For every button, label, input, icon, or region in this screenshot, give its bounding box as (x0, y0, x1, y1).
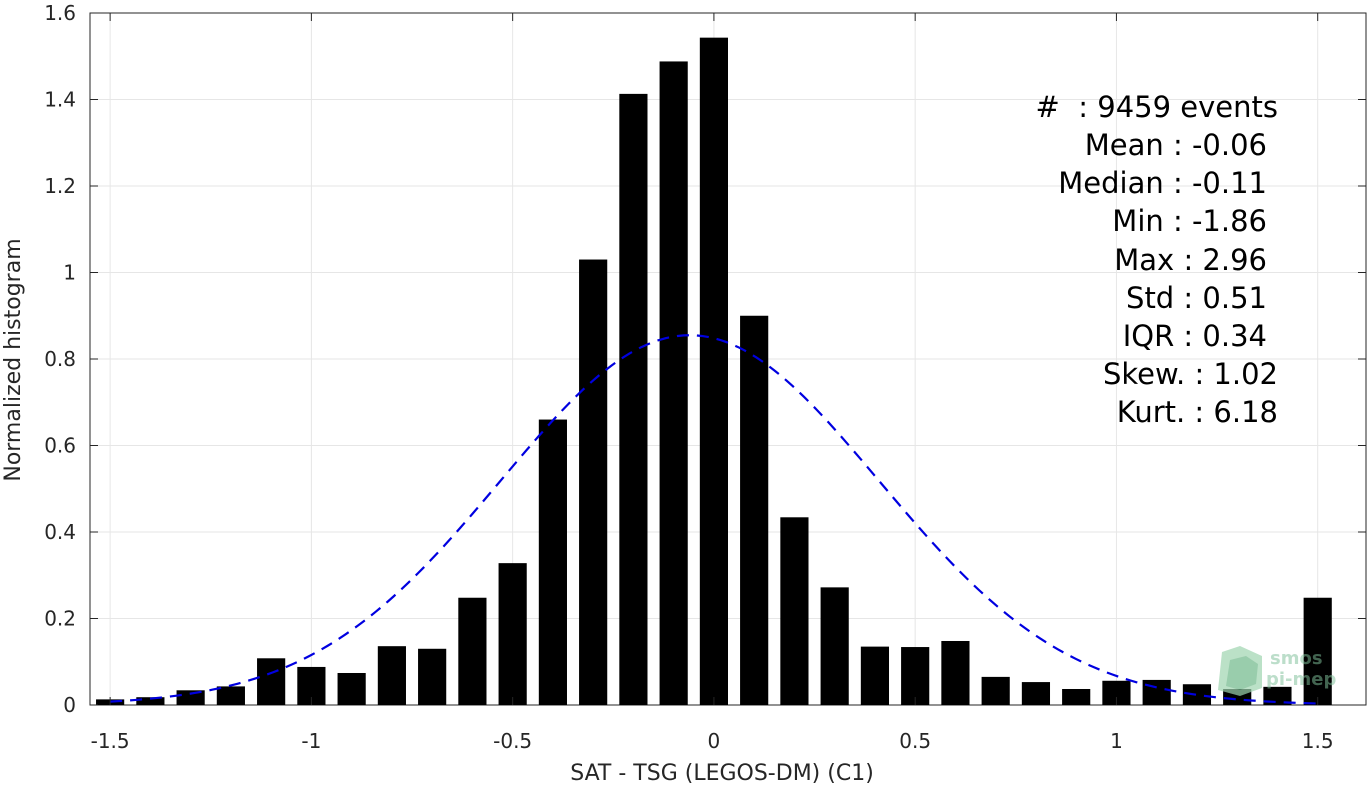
x-axis-ticks: -1.5 -1 -0.5 0 0.5 1 1.5 (91, 13, 1334, 753)
stat-skew: Skew. : 1.02 (1103, 357, 1278, 391)
y-tick-label: 1 (63, 261, 76, 285)
histogram-bars (96, 37, 1332, 705)
y-tick-label: 0.8 (44, 347, 76, 371)
logo-text-line1: smos (1270, 648, 1323, 669)
y-axis-label: Normalized histogram (1, 238, 26, 481)
histogram-bar (377, 646, 406, 705)
x-tick-label: -1 (301, 729, 321, 753)
stats-box: # : 9459 events Mean : -0.06 Median : -0… (1036, 90, 1278, 429)
histogram-bar (941, 640, 970, 705)
histogram-bar (498, 563, 527, 705)
stat-kurt: Kurt. : 6.18 (1117, 395, 1278, 429)
histogram-bar (418, 648, 447, 705)
y-tick-label: 0.6 (44, 434, 76, 458)
histogram-bar (337, 672, 366, 705)
stat-median: Median : -0.11 (1058, 166, 1267, 200)
x-tick-label: -1.5 (91, 729, 130, 753)
histogram-bar (136, 697, 165, 705)
x-tick-label: 1 (1110, 729, 1123, 753)
histogram-bar (1062, 688, 1091, 705)
x-tick-label: -0.5 (493, 729, 532, 753)
x-tick-label: 1.5 (1302, 729, 1334, 753)
logo-mark-inner-icon (1226, 656, 1258, 690)
y-tick-label: 1.2 (44, 174, 76, 198)
histogram-bar (257, 658, 286, 705)
x-axis-label: SAT - TSG (LEGOS-DM) (C1) (570, 761, 874, 785)
y-tick-label: 0 (63, 693, 76, 717)
stat-max: Max : 2.96 (1114, 243, 1267, 277)
x-tick-label: 0.5 (899, 729, 931, 753)
stat-iqr: IQR : 0.34 (1123, 319, 1267, 353)
histogram-bar (699, 37, 728, 705)
histogram-bar (659, 61, 688, 705)
histogram-bar (1263, 686, 1292, 705)
histogram-bar (860, 646, 890, 705)
histogram-bar (780, 517, 809, 705)
histogram-bar (1142, 679, 1171, 705)
histogram-bar (458, 597, 487, 705)
x-tick-label: 0 (708, 729, 721, 753)
histogram-bar (579, 259, 608, 705)
normal-fit-curve (110, 334, 1318, 705)
histogram-bar (216, 686, 245, 705)
histogram-bar (820, 587, 849, 705)
histogram-bar (1021, 682, 1051, 705)
stat-min: Min : -1.86 (1112, 204, 1267, 238)
stat-events: # : 9459 events (1036, 90, 1278, 124)
logo-text-line2: pi-mep (1266, 669, 1336, 690)
histogram-bar (538, 419, 567, 705)
histogram-bar (981, 676, 1010, 705)
histogram-bar (901, 647, 930, 705)
histogram-bar (619, 93, 648, 705)
y-tick-label: 1.4 (44, 88, 76, 112)
histogram-bar (1182, 684, 1212, 705)
stat-std: Std : 0.51 (1126, 281, 1267, 315)
stat-mean: Mean : -0.06 (1085, 128, 1267, 162)
histogram-bar (740, 315, 769, 705)
smos-pimep-logo: smos pi-mep (1218, 646, 1336, 696)
y-tick-label: 0.2 (44, 607, 76, 631)
y-tick-label: 0.4 (44, 520, 76, 544)
histogram-bar (1303, 597, 1332, 705)
y-axis-ticks: 0 0.2 0.4 0.6 0.8 1 1.2 1.4 1.6 (44, 1, 1366, 717)
y-tick-label: 1.6 (44, 1, 76, 25)
histogram-bar (176, 690, 205, 705)
